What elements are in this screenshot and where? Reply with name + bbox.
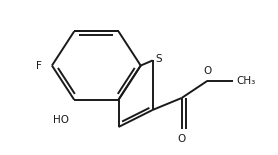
Text: F: F [36,61,42,71]
Text: O: O [178,134,186,144]
Text: CH₃: CH₃ [236,76,255,86]
Text: S: S [155,54,162,64]
Text: O: O [203,66,211,76]
Text: HO: HO [53,115,69,125]
